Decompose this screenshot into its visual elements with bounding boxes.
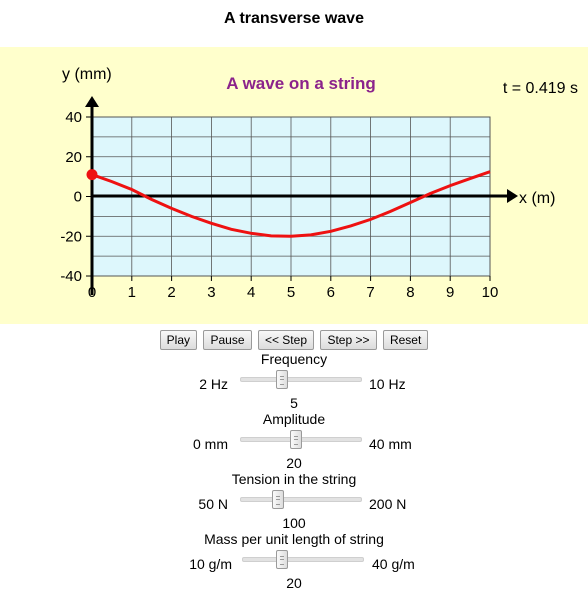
amplitude-min-label: 0 mm <box>193 436 228 452</box>
x-tick-label: 6 <box>327 284 335 301</box>
x-tick-label: 8 <box>406 284 414 301</box>
x-axis-arrow-icon <box>507 189 518 203</box>
x-tick-label: 9 <box>446 284 454 301</box>
x-tick-label: 3 <box>207 284 215 301</box>
x-tick-label: 2 <box>167 284 175 301</box>
tension-max-label: 200 N <box>369 496 407 512</box>
x-tick-label: 1 <box>128 284 136 301</box>
y-axis-label: y (mm) <box>62 66 112 83</box>
simulation-panel: 01234567891040200-20-40 A wave on a stri… <box>0 47 588 324</box>
mass-slider-thumb[interactable] <box>276 550 288 569</box>
wave-line <box>91 170 491 238</box>
y-tick-label: -40 <box>60 268 82 285</box>
reset-button[interactable]: Reset <box>382 330 429 350</box>
x-tick-label: 4 <box>247 284 255 301</box>
pause-button[interactable]: Pause <box>203 330 252 350</box>
y-tick-label: 20 <box>65 149 82 166</box>
tension-min-label: 50 N <box>198 496 228 512</box>
y-axis-arrow-icon <box>85 96 99 107</box>
mass-slider-track[interactable] <box>242 557 364 562</box>
graph-heading: A wave on a string <box>226 74 376 93</box>
play-button[interactable]: Play <box>159 330 198 350</box>
frequency-slider-title: Frequency <box>260 351 328 367</box>
frequency-max-label: 10 Hz <box>369 376 406 392</box>
mass-min-label: 10 g/m <box>189 556 232 572</box>
time-readout: t = 0.419 s <box>503 80 578 97</box>
mass-value: 20 <box>286 575 302 591</box>
y-tick-label: 40 <box>65 109 82 126</box>
frequency-slider-thumb[interactable] <box>276 370 288 389</box>
amplitude-slider-thumb[interactable] <box>290 430 302 449</box>
tension-value: 100 <box>282 515 306 531</box>
step-forward-button[interactable]: Step >> <box>320 330 377 350</box>
tension-slider-thumb[interactable] <box>272 490 284 509</box>
y-tick-label: -20 <box>60 228 82 245</box>
amplitude-slider-title: Amplitude <box>262 411 326 427</box>
playback-controls: Play Pause << Step Step >> Reset <box>0 330 588 352</box>
graph-ticks: 01234567891040200-20-40 <box>60 109 498 301</box>
mass-slider-title: Mass per unit length of string <box>204 531 384 547</box>
tension-slider-title: Tension in the string <box>231 471 357 487</box>
amplitude-value: 20 <box>286 455 302 471</box>
frequency-value: 5 <box>290 395 298 411</box>
frequency-slider-track[interactable] <box>240 377 362 382</box>
wave-graph: 01234567891040200-20-40 A wave on a stri… <box>60 66 578 301</box>
step-back-button[interactable]: << Step <box>257 330 314 350</box>
y-tick-label: 0 <box>74 189 82 206</box>
wave-marker-point <box>86 169 98 181</box>
mass-max-label: 40 g/m <box>372 556 415 572</box>
x-tick-label: 5 <box>287 284 295 301</box>
tension-slider-track[interactable] <box>240 497 362 502</box>
x-tick-label: 10 <box>482 284 499 301</box>
frequency-min-label: 2 Hz <box>199 376 228 392</box>
x-tick-label: 7 <box>366 284 374 301</box>
x-axis-label: x (m) <box>519 190 555 207</box>
amplitude-max-label: 40 mm <box>369 436 412 452</box>
page-title: A transverse wave <box>224 10 364 27</box>
